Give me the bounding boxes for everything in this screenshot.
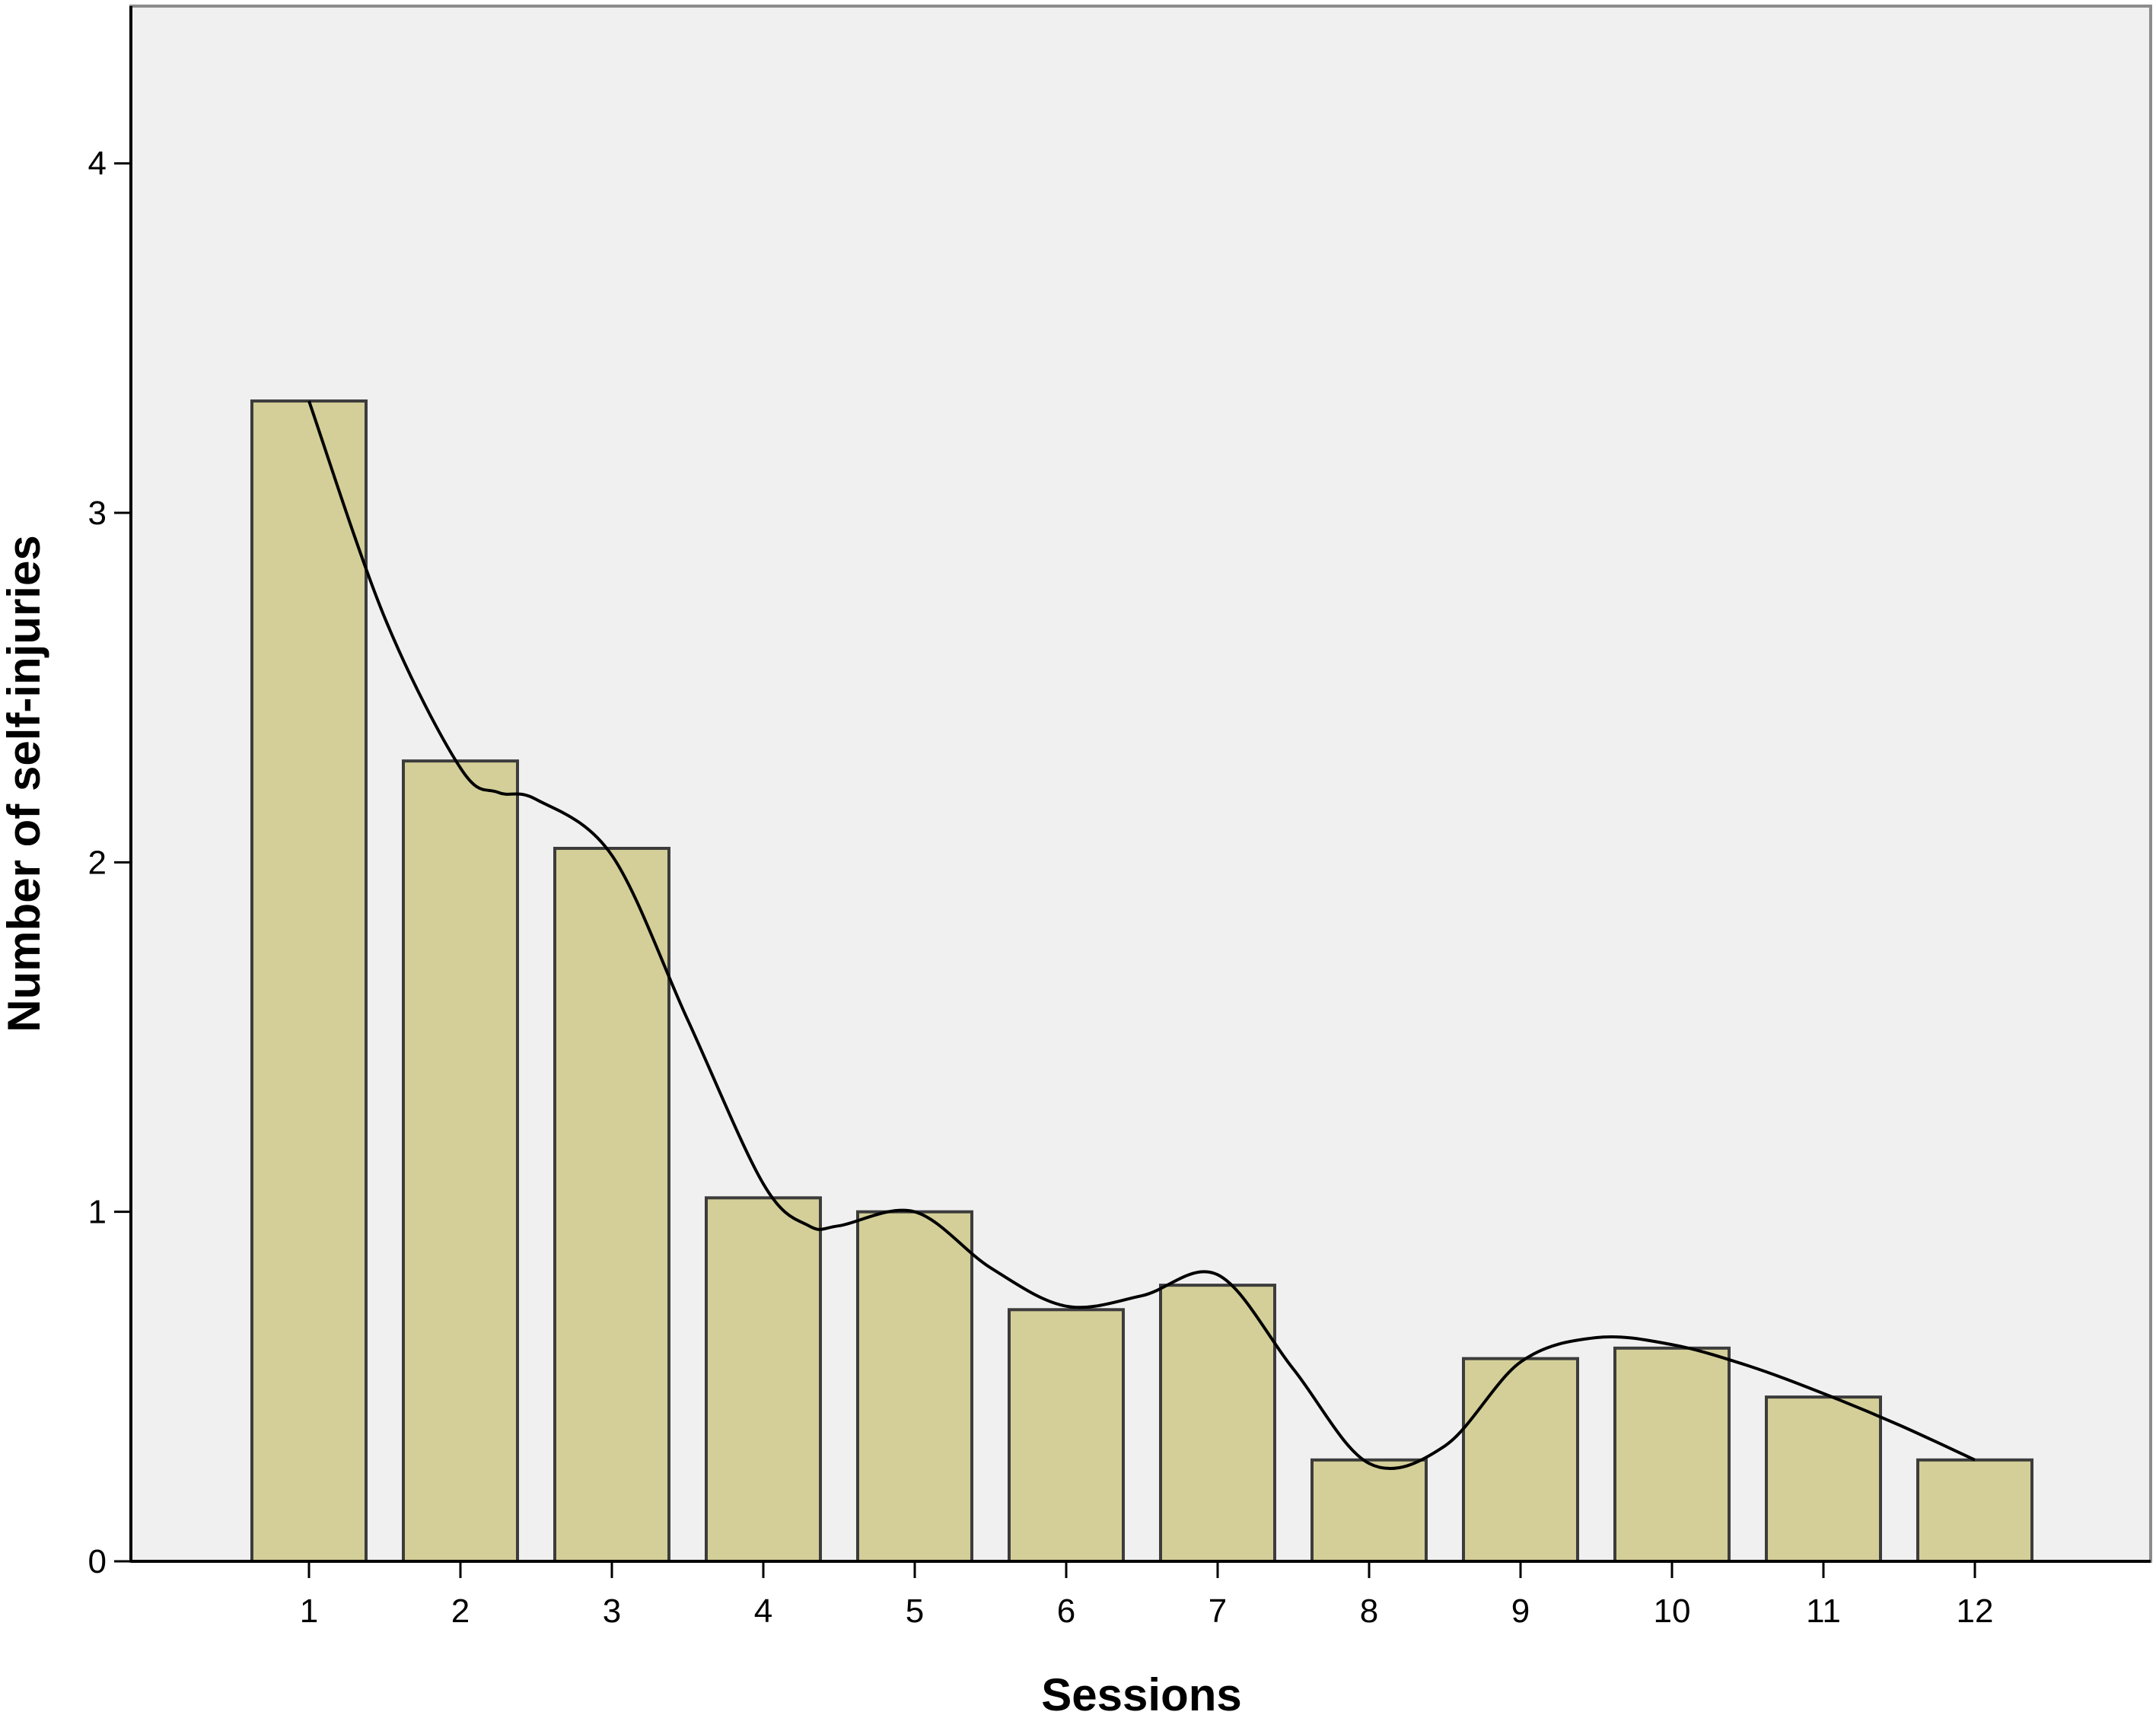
y-axis: 0 1 2 3 4 bbox=[88, 6, 132, 1580]
y-axis-title: Number of self-injuries bbox=[0, 535, 49, 1032]
x-tick-label-3: 3 bbox=[603, 1592, 621, 1630]
y-tick-label-2: 2 bbox=[88, 844, 107, 881]
y-tick-label-4: 4 bbox=[88, 145, 107, 183]
x-tick-label-2: 2 bbox=[451, 1592, 470, 1630]
bar-session-10 bbox=[1613, 1346, 1731, 1564]
x-tick-label-11: 11 bbox=[1806, 1592, 1841, 1630]
bar-session-7 bbox=[1159, 1284, 1276, 1563]
bar-session-2 bbox=[402, 759, 519, 1563]
x-tick-label-10: 10 bbox=[1654, 1592, 1691, 1630]
x-tick-label-6: 6 bbox=[1057, 1592, 1075, 1630]
x-tick-label-5: 5 bbox=[906, 1592, 924, 1630]
bar-session-6 bbox=[1008, 1308, 1125, 1563]
bar-session-11 bbox=[1765, 1395, 1882, 1563]
bar-session-1 bbox=[250, 399, 368, 1563]
x-tick-label-1: 1 bbox=[300, 1592, 318, 1630]
bar-session-4 bbox=[705, 1196, 822, 1564]
x-axis: 1 2 3 4 5 6 7 8 9 10 11 12 bbox=[131, 1560, 2151, 1630]
x-axis-title: Sessions bbox=[1041, 1669, 1241, 1715]
x-tick-label-8: 8 bbox=[1360, 1592, 1378, 1630]
bar-session-5 bbox=[856, 1210, 973, 1564]
bar-session-3 bbox=[553, 846, 670, 1564]
bar-session-9 bbox=[1462, 1357, 1579, 1564]
x-tick-label-4: 4 bbox=[754, 1592, 772, 1630]
x-tick-label-12: 12 bbox=[1957, 1592, 1994, 1630]
smoothed-trend-line bbox=[307, 400, 1976, 1471]
x-tick-label-9: 9 bbox=[1511, 1592, 1530, 1630]
y-tick-label-1: 1 bbox=[88, 1194, 107, 1231]
y-tick-label-0: 0 bbox=[88, 1543, 107, 1580]
bars-group bbox=[250, 399, 2033, 1564]
y-tick-label-3: 3 bbox=[88, 495, 107, 532]
x-tick-label-7: 7 bbox=[1209, 1592, 1227, 1630]
bar-session-8 bbox=[1310, 1458, 1428, 1564]
bar-session-12 bbox=[1916, 1458, 2033, 1564]
